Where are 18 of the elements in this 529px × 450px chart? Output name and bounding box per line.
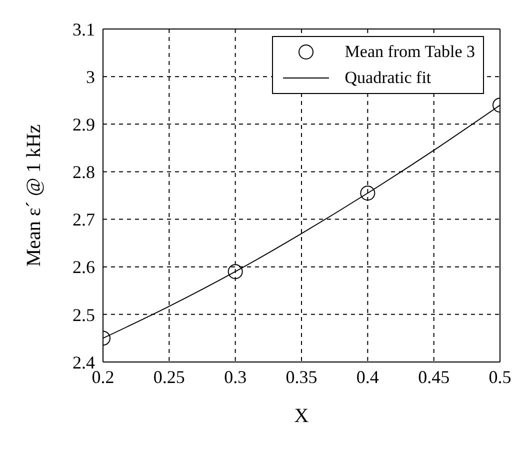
legend-label: Quadratic fit bbox=[344, 67, 432, 89]
y-tick-label: 2.9 bbox=[72, 114, 95, 135]
y-tick-label: 2.8 bbox=[72, 162, 95, 182]
y-axis-title: Mean ε´ @ 1 kHz bbox=[23, 124, 46, 267]
x-tick-label: 0.4 bbox=[356, 366, 379, 387]
x-axis-title: X bbox=[294, 405, 310, 427]
y-tick-label: 3 bbox=[86, 66, 95, 87]
y-tick-label: 2.7 bbox=[72, 210, 95, 230]
y-tick-label: 2.6 bbox=[72, 257, 95, 278]
x-tick-label: 0.25 bbox=[153, 366, 185, 387]
y-tick-label: 3.1 bbox=[72, 19, 95, 40]
legend-label: Mean from Table 3 bbox=[344, 41, 475, 63]
x-tick-label: 0.35 bbox=[286, 366, 318, 387]
y-tick-label: 2.5 bbox=[72, 304, 95, 325]
y-tick-label: 2.4 bbox=[72, 352, 95, 372]
x-tick-label: 0.45 bbox=[418, 366, 450, 387]
x-tick-label: 0.3 bbox=[224, 366, 247, 387]
x-tick-label: 0.5 bbox=[488, 366, 512, 387]
